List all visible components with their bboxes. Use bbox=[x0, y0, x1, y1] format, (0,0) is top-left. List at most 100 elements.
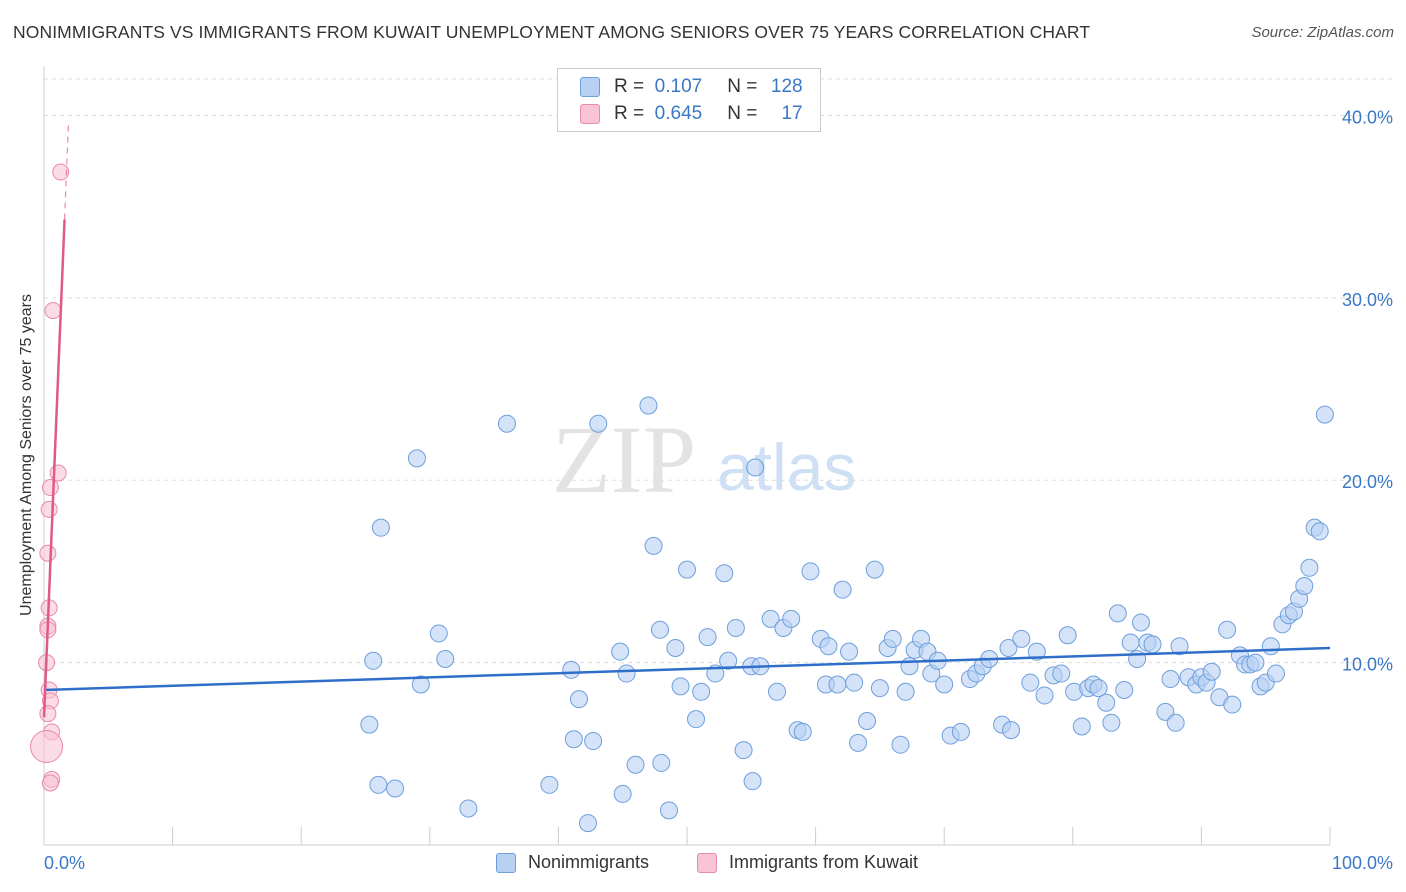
nonimmigrant-point bbox=[459, 799, 478, 818]
nonimmigrant-point bbox=[715, 564, 734, 583]
nonimmigrant-point bbox=[1218, 620, 1237, 639]
nonimmigrant-point bbox=[407, 449, 426, 468]
nonimmigrant-point bbox=[849, 733, 868, 752]
nonimmigrant-point bbox=[360, 715, 379, 734]
nonimmigrant-point bbox=[371, 518, 390, 537]
immigrant-kuwait-point bbox=[41, 774, 59, 792]
nonimmigrant-point bbox=[870, 679, 889, 698]
y-tick-label: 10.0% bbox=[1342, 655, 1393, 675]
legend-r-label: R = bbox=[614, 103, 645, 124]
immigrant-kuwait-point bbox=[30, 730, 64, 764]
nonimmigrant-point bbox=[1027, 642, 1046, 661]
legend-n-label: N = bbox=[727, 103, 758, 124]
nonimmigrant-point bbox=[1295, 577, 1314, 596]
nonimmigrant-point bbox=[1161, 670, 1180, 689]
y-tick-label: 40.0% bbox=[1342, 107, 1393, 127]
nonimmigrant-point bbox=[671, 677, 690, 696]
bottom-legend-label: Immigrants from Kuwait bbox=[729, 852, 919, 872]
nonimmigrant-point bbox=[1143, 635, 1162, 654]
nonimmigrant-point bbox=[578, 814, 597, 833]
nonimmigrant-point bbox=[678, 560, 696, 579]
series-nonimmigrants bbox=[360, 396, 1334, 833]
nonimmigrant-point bbox=[1058, 626, 1077, 645]
bottom-legend: Nonimmigrants Immigrants from Kuwait bbox=[0, 852, 1406, 878]
nonimmigrant-point bbox=[659, 801, 678, 820]
nonimmigrant-point bbox=[411, 675, 430, 694]
nonimmigrant-point bbox=[1052, 664, 1071, 683]
nonimmigrant-point bbox=[562, 660, 581, 679]
nonimmigrant-point bbox=[833, 580, 852, 599]
watermark-zip: ZIP bbox=[552, 406, 696, 513]
nonimmigrant-point bbox=[1156, 702, 1175, 721]
watermark-atlas: atlas bbox=[717, 430, 856, 504]
nonimmigrant-point bbox=[1310, 522, 1329, 541]
nonimmigrant-point bbox=[768, 682, 787, 701]
nonimmigrant-point bbox=[1266, 664, 1285, 683]
y-tick-label: 20.0% bbox=[1342, 472, 1393, 492]
legend-n-value: 128 bbox=[770, 76, 803, 97]
nonimmigrant-point bbox=[1089, 679, 1108, 698]
nonimmigrant-point bbox=[698, 628, 717, 647]
bottom-legend-immigrants-kuwait: Immigrants from Kuwait bbox=[697, 852, 918, 873]
immigrant-kuwait-point bbox=[41, 479, 59, 497]
nonimmigrant-point bbox=[734, 741, 753, 760]
nonimmigrant-point bbox=[761, 609, 780, 628]
nonimmigrant-point bbox=[589, 414, 608, 433]
nonimmigrant-point bbox=[569, 690, 588, 709]
nonimmigrant-point bbox=[497, 414, 516, 433]
nonimmigrant-point bbox=[666, 639, 685, 658]
nonimmigrant-point bbox=[828, 675, 847, 694]
nonimmigrant-point bbox=[1012, 629, 1031, 648]
nonimmigrant-point bbox=[639, 396, 658, 415]
nonimmigrant-point bbox=[617, 664, 636, 683]
nonimmigrant-point bbox=[1202, 662, 1221, 681]
trend-line-nonimmigrants bbox=[43, 646, 1331, 692]
nonimmigrant-point bbox=[1035, 686, 1054, 705]
bottom-legend-label: Nonimmigrants bbox=[528, 852, 650, 872]
nonimmigrant-point bbox=[650, 620, 669, 639]
bottom-legend-swatch-pink bbox=[697, 852, 717, 873]
trend-line-immigrants-kuwait-extension bbox=[63, 124, 70, 220]
nonimmigrant-point bbox=[801, 562, 820, 581]
x-tick-label: 100.0% bbox=[1332, 853, 1393, 873]
nonimmigrant-point bbox=[429, 624, 448, 643]
trend-lines bbox=[42, 124, 1331, 718]
nonimmigrant-point bbox=[746, 458, 765, 477]
legend: R = 0.107 N = 128 R = 0.645 N = 17 bbox=[557, 68, 821, 132]
nonimmigrant-point bbox=[726, 618, 745, 637]
bottom-legend-swatch-blue bbox=[496, 852, 516, 873]
nonimmigrant-point bbox=[719, 651, 738, 670]
nonimmigrant-point bbox=[793, 722, 812, 741]
immigrant-kuwait-point bbox=[39, 544, 57, 562]
nonimmigrant-point bbox=[611, 642, 630, 661]
nonimmigrant-point bbox=[935, 675, 954, 694]
nonimmigrant-point bbox=[644, 536, 663, 555]
nonimmigrant-point bbox=[386, 779, 405, 798]
immigrant-kuwait-point bbox=[49, 464, 67, 482]
legend-swatch-pink bbox=[580, 104, 600, 124]
nonimmigrant-point bbox=[364, 651, 383, 670]
nonimmigrant-point bbox=[1002, 721, 1021, 740]
watermark: ZIP atlas bbox=[552, 406, 856, 513]
nonimmigrant-point bbox=[845, 673, 864, 692]
nonimmigrant-point bbox=[896, 682, 915, 701]
nonimmigrant-point bbox=[840, 642, 859, 661]
nonimmigrant-point bbox=[819, 637, 838, 656]
tick-labels: 10.0% 20.0% 30.0% 40.0% 0.0% 100.0% bbox=[44, 107, 1393, 873]
nonimmigrant-point bbox=[1315, 405, 1334, 424]
nonimmigrant-point bbox=[858, 711, 877, 730]
nonimmigrant-point bbox=[626, 755, 645, 774]
trend-line-immigrants-kuwait bbox=[42, 219, 66, 718]
nonimmigrant-point bbox=[369, 775, 388, 794]
legend-n-value: 17 bbox=[781, 103, 803, 124]
immigrant-kuwait-point bbox=[44, 302, 62, 320]
legend-row-immigrants-kuwait: R = 0.645 N = 17 bbox=[580, 101, 803, 127]
immigrant-kuwait-point bbox=[40, 500, 58, 518]
bottom-legend-nonimmigrants: Nonimmigrants bbox=[496, 852, 649, 873]
y-tick-label: 30.0% bbox=[1342, 290, 1393, 310]
nonimmigrant-point bbox=[692, 682, 711, 701]
legend-r-value: 0.107 bbox=[654, 76, 703, 97]
nonimmigrant-point bbox=[883, 629, 902, 648]
nonimmigrant-point bbox=[584, 732, 603, 751]
